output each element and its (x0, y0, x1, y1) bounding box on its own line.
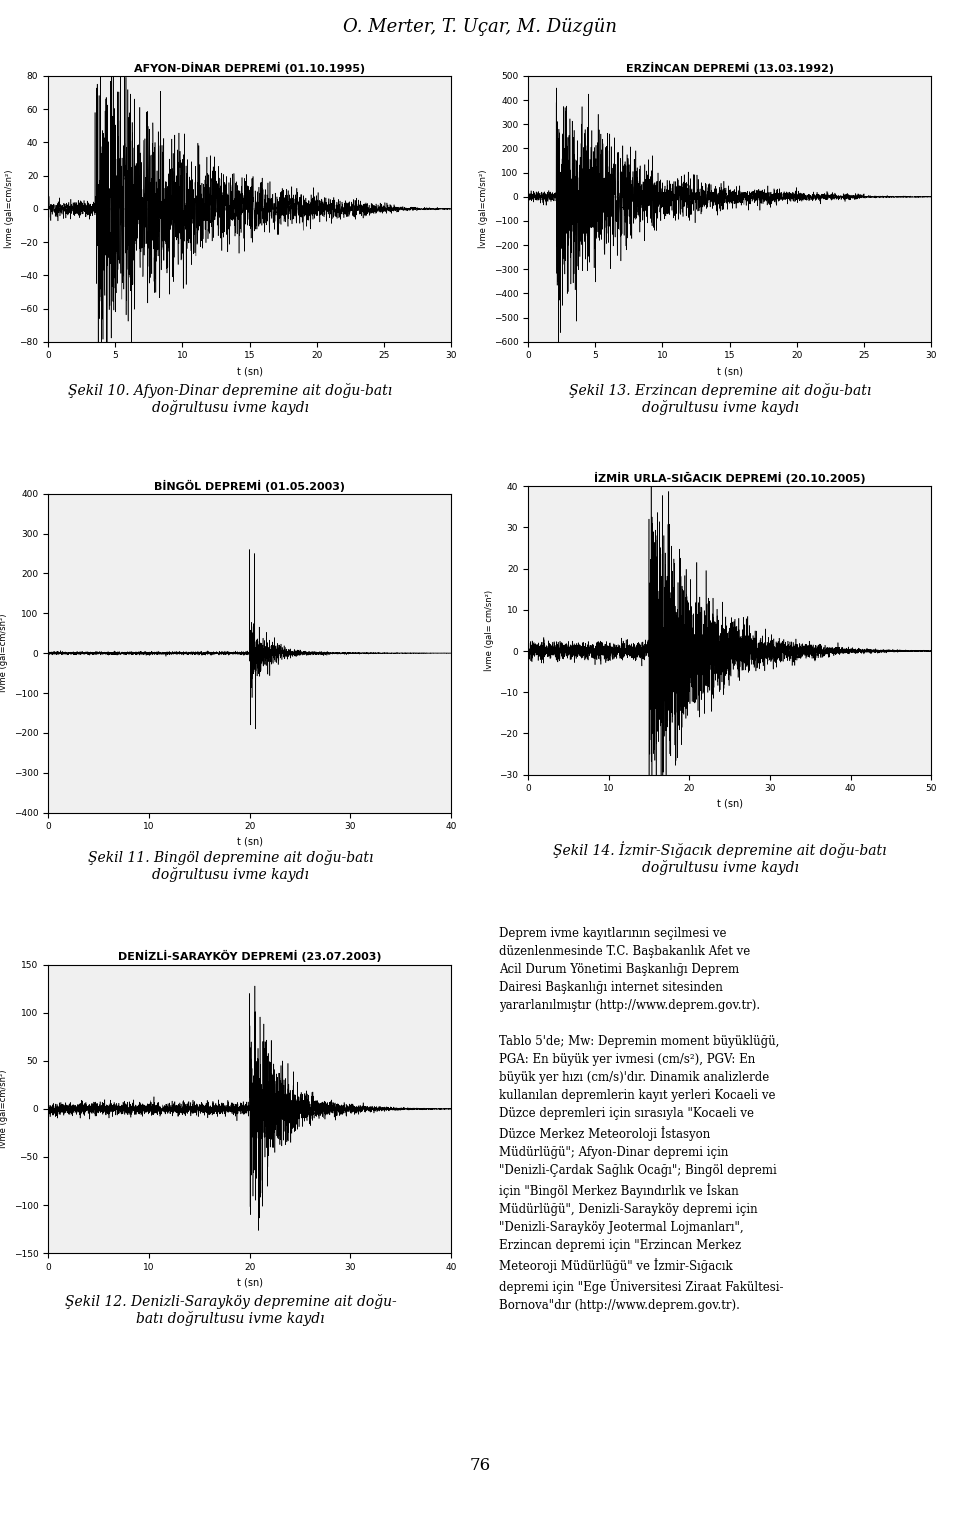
Y-axis label: İvme (gal=cm/sn²): İvme (gal=cm/sn²) (0, 1069, 8, 1148)
Title: İZMİR URLA-SIĞACIK DEPREMİ (20.10.2005): İZMİR URLA-SIĞACIK DEPREMİ (20.10.2005) (594, 472, 865, 485)
X-axis label: t (sn): t (sn) (716, 366, 743, 377)
Y-axis label: İvme (gal=cm/sn²): İvme (gal=cm/sn²) (478, 170, 488, 248)
X-axis label: t (sn): t (sn) (716, 799, 743, 810)
Title: AFYON-DİNAR DEPREMİ (01.10.1995): AFYON-DİNAR DEPREMİ (01.10.1995) (134, 62, 365, 74)
X-axis label: t (sn): t (sn) (236, 837, 263, 848)
Text: Deprem ivme kayıtlarının seçilmesi ve
düzenlenmesinde T.C. Başbakanlık Afet ve
A: Deprem ivme kayıtlarının seçilmesi ve dü… (499, 927, 783, 1311)
Text: Şekil 10. Afyon-Dinar depremine ait doğu-batı
doğrultusu ivme kaydı: Şekil 10. Afyon-Dinar depremine ait doğu… (68, 383, 393, 415)
Y-axis label: İvme (gal=cm/sn²): İvme (gal=cm/sn²) (4, 170, 13, 248)
Text: 76: 76 (469, 1457, 491, 1475)
X-axis label: t (sn): t (sn) (236, 1277, 263, 1288)
Text: Şekil 13. Erzincan depremine ait doğu-batı
doğrultusu ivme kaydı: Şekil 13. Erzincan depremine ait doğu-ba… (569, 383, 871, 415)
Text: Şekil 12. Denizli-Sarayköy depremine ait doğu-
batı doğrultusu ivme kaydı: Şekil 12. Denizli-Sarayköy depremine ait… (64, 1294, 396, 1326)
Title: BİNGÖL DEPREMİ (01.05.2003): BİNGÖL DEPREMİ (01.05.2003) (155, 480, 345, 492)
Text: Şekil 11. Bingöl depremine ait doğu-batı
doğrultusu ivme kaydı: Şekil 11. Bingöl depremine ait doğu-batı… (87, 849, 373, 883)
Title: ERZİNCAN DEPREMİ (13.03.1992): ERZİNCAN DEPREMİ (13.03.1992) (626, 62, 833, 74)
Text: Şekil 14. İzmir-Sığacık depremine ait doğu-batı
doğrultusu ivme kaydı: Şekil 14. İzmir-Sığacık depremine ait do… (553, 842, 887, 875)
Y-axis label: İvme (gal= cm/sn²): İvme (gal= cm/sn²) (484, 589, 493, 671)
Y-axis label: İvme (gal=cm/sn²): İvme (gal=cm/sn²) (0, 614, 8, 693)
Title: DENİZLİ-SARAYKÖY DEPREMİ (23.07.2003): DENİZLİ-SARAYKÖY DEPREMİ (23.07.2003) (118, 951, 381, 963)
X-axis label: t (sn): t (sn) (236, 366, 263, 377)
Text: O. Merter, T. Uçar, M. Düzgün: O. Merter, T. Uçar, M. Düzgün (343, 18, 617, 35)
